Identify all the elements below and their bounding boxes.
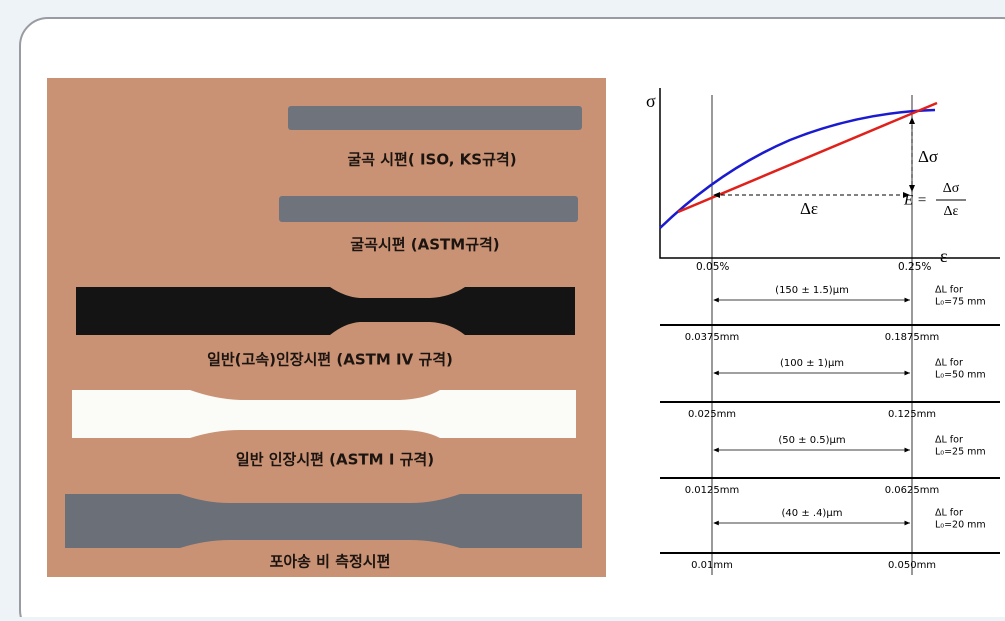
specimen-dogbone [65, 494, 582, 548]
span-label: (150 ± 1.5)μm [775, 285, 849, 296]
specimen-bar [279, 196, 578, 222]
specimen-bar [288, 106, 582, 130]
left-label: 0.025mm [688, 409, 736, 420]
x-axis-label: ε [940, 246, 948, 266]
note-label: ΔL for [935, 435, 963, 446]
formula-denominator: Δε [944, 204, 959, 219]
formula-lhs: E = [903, 192, 927, 208]
left-label: 0.0125mm [685, 485, 739, 496]
specimen-dogbone [76, 287, 575, 335]
note-label: L₀=75 mm [935, 297, 986, 308]
delta-sigma: Δσ [918, 147, 938, 166]
right-label: 0.0625mm [885, 485, 939, 496]
note-label: L₀=20 mm [935, 520, 986, 531]
specimen-dogbone [72, 390, 576, 438]
note-label: ΔL for [935, 358, 963, 369]
specimen-label: 굴곡시편 (ASTM규격) [350, 236, 499, 254]
axes [659, 88, 1000, 259]
note-label: L₀=25 mm [935, 447, 986, 458]
left-label: 0.01mm [691, 560, 733, 571]
specimen-label: 일반(고속)인장시편 (ASTM IV 규격) [207, 351, 453, 369]
strain-label: 0.25% [898, 261, 931, 273]
specimen-label: 굴곡 시편( ISO, KS규격) [347, 151, 516, 169]
strain-label: 0.05% [696, 261, 729, 273]
delta-epsilon: Δε [800, 199, 818, 218]
y-axis-label: σ [646, 91, 656, 111]
note-label: ΔL for [935, 285, 963, 296]
span-label: (50 ± 0.5)μm [778, 435, 845, 446]
stress-curve [659, 108, 936, 229]
right-label: 0.050mm [888, 560, 936, 571]
note-label: L₀=50 mm [935, 370, 986, 381]
specimen-label: 포아송 비 측정시편 [270, 553, 391, 571]
span-label: (40 ± .4)μm [782, 508, 843, 519]
specimen-label: 일반 인장시편 (ASTM I 규격) [236, 451, 434, 469]
left-label: 0.0375mm [685, 332, 739, 343]
span-label: (100 ± 1)μm [780, 358, 844, 369]
right-label: 0.125mm [888, 409, 936, 420]
note-label: ΔL for [935, 508, 963, 519]
formula-numerator: Δσ [943, 181, 960, 196]
right-label: 0.1875mm [885, 332, 939, 343]
diagram [640, 78, 1000, 577]
